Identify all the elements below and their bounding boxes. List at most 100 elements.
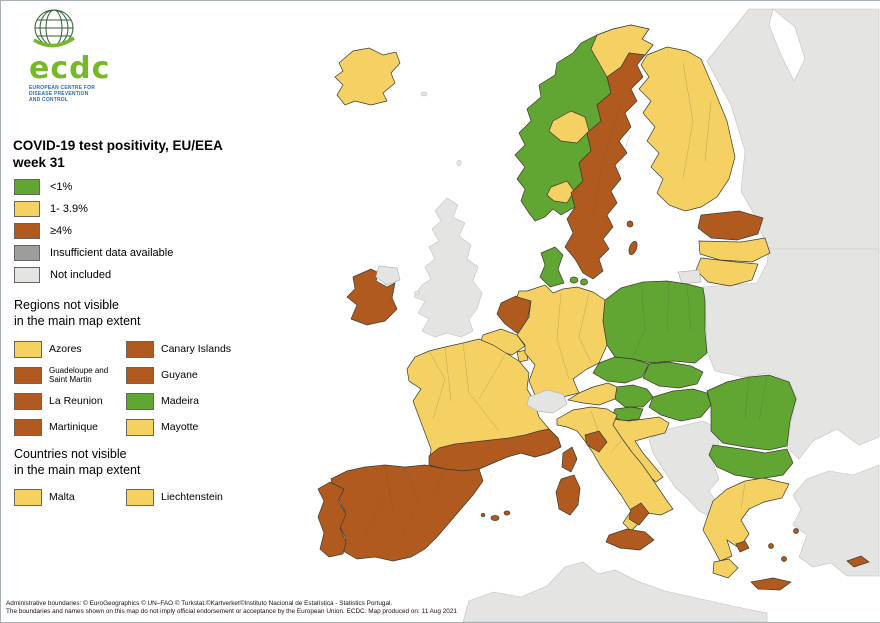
ecdc-tagline: EUROPEAN CENTRE FOR DISEASE PREVENTION A…	[29, 85, 149, 103]
region-spain	[330, 464, 484, 562]
legend-label: Insufficient data available	[50, 247, 174, 259]
region-aegean-island	[781, 556, 787, 562]
swatch-madeira	[126, 393, 154, 410]
region-lithuania	[695, 257, 759, 287]
legend-label: <1%	[50, 181, 73, 193]
map-title-line-2: week 31	[13, 155, 65, 170]
region-kaliningrad	[677, 269, 702, 285]
region-calabria	[628, 502, 650, 526]
swatch-guadeloupe	[14, 367, 42, 384]
region-tuscany	[584, 430, 608, 453]
region-western-balkans	[648, 420, 720, 518]
legend-swatch-gray	[14, 245, 40, 261]
tagline-line-2: DISEASE PREVENTION	[29, 91, 89, 97]
region-finland	[638, 46, 736, 212]
region-austria-east	[614, 384, 654, 408]
swatch-malta	[14, 489, 42, 506]
footer-line-2: The boundaries and names shown on this m…	[6, 608, 457, 616]
region-turkey	[792, 464, 880, 577]
swatch-la-reunion	[14, 393, 42, 410]
white-sea	[768, 8, 806, 82]
label-malta: Malta	[49, 491, 75, 503]
swatch-azores	[14, 341, 42, 358]
region-norway-oslo	[546, 180, 575, 204]
legend-label: Not included	[50, 269, 112, 281]
region-hungary	[648, 388, 712, 422]
region-shetland	[456, 159, 462, 167]
region-legend-item-martinique: Martinique	[14, 419, 126, 436]
regions-not-visible-legend: Azores Canary Islands Guadeloupe and Sai…	[14, 341, 266, 436]
region-bulgaria	[708, 444, 794, 480]
region-sardinia	[555, 474, 581, 516]
swatch-mayotte	[126, 419, 154, 436]
region-northern-ireland	[375, 265, 401, 286]
region-iceland	[334, 47, 401, 106]
legend-row: 1- 3.9%	[14, 201, 173, 217]
region-faroe-islands	[420, 91, 428, 97]
region-balearics	[480, 512, 486, 518]
region-corsica	[561, 446, 578, 473]
map-title-line-1: COVID-19 test positivity, EU/EEA	[13, 138, 223, 153]
legend-label: 1- 3.9%	[50, 203, 88, 215]
region-russia-north	[706, 8, 880, 254]
regions-heading-line-1: Regions not visible	[14, 298, 119, 312]
region-north-africa	[462, 561, 768, 622]
region-aland	[626, 220, 634, 228]
footer-line-1: Administrative boundaries: © EuroGeograp…	[6, 600, 393, 607]
country-legend-item-malta: Malta	[14, 489, 126, 506]
region-france-south	[428, 428, 562, 472]
region-denmark-funen	[580, 278, 588, 286]
regions-heading-line-2: in the main map extent	[14, 314, 141, 328]
legend-swatch-green	[14, 179, 40, 195]
ecdc-globe-icon	[33, 9, 75, 48]
swatch-canary-islands	[126, 341, 154, 358]
region-poland	[602, 280, 708, 364]
countries-heading-line-1: Countries not visible	[14, 447, 127, 461]
legend-swatch-brown	[14, 223, 40, 239]
label-guyane: Guyane	[161, 369, 198, 381]
swatch-martinique	[14, 419, 42, 436]
legend-row: Insufficient data available	[14, 245, 173, 261]
region-greece-attica	[735, 540, 750, 553]
label-azores: Azores	[49, 343, 82, 355]
label-martinique: Martinique	[49, 421, 99, 433]
label-guadeloupe: Guadeloupe and Saint Martin	[49, 366, 109, 384]
region-latvia	[698, 237, 771, 263]
region-greece	[702, 477, 790, 562]
region-legend-item-azores: Azores	[14, 341, 126, 358]
region-isle-of-man	[414, 290, 420, 296]
region-estonia	[697, 210, 764, 241]
label-madeira: Madeira	[161, 395, 199, 407]
region-germany	[516, 284, 608, 398]
countries-heading-line-2: in the main map extent	[14, 463, 141, 477]
label-liechtenstein: Liechtenstein	[161, 491, 223, 503]
region-switzerland	[526, 389, 568, 414]
region-romania	[706, 374, 797, 451]
ecdc-logo: ecdc EUROPEAN CENTRE FOR DISEASE PREVENT…	[29, 7, 149, 103]
label-canary-islands: Canary Islands	[161, 343, 232, 355]
region-denmark-zealand	[569, 276, 579, 284]
tagline-line-3: AND CONTROL	[29, 97, 69, 103]
region-legend-item-mayotte: Mayotte	[126, 419, 266, 436]
region-sweden	[564, 52, 646, 280]
swatch-guyane	[126, 367, 154, 384]
region-legend-item-guyane: Guyane	[126, 367, 266, 384]
region-legend-item-canary-islands: Canary Islands	[126, 341, 266, 358]
map-title: COVID-19 test positivity, EU/EEA week 31	[13, 137, 223, 171]
country-legend-item-liechtenstein: Liechtenstein	[126, 489, 266, 506]
label-la-reunion: La Reunion	[49, 395, 103, 407]
legend: <1% 1- 3.9% ≥4% Insufficient data availa…	[14, 179, 173, 289]
region-legend-item-madeira: Madeira	[126, 393, 266, 410]
region-cyprus	[846, 555, 870, 568]
region-legend-item-la-reunion: La Reunion	[14, 393, 126, 410]
region-sicily	[605, 528, 655, 551]
ecdc-wordmark: ecdc	[29, 51, 111, 86]
region-slovenia	[611, 406, 644, 422]
region-slovakia	[642, 361, 704, 389]
swatch-liechtenstein	[126, 489, 154, 506]
region-greece-peloponnese	[712, 558, 739, 579]
legend-swatch-yellow	[14, 201, 40, 217]
region-norway-mid	[548, 110, 590, 144]
countries-not-visible-legend: Malta Liechtenstein	[14, 489, 266, 506]
